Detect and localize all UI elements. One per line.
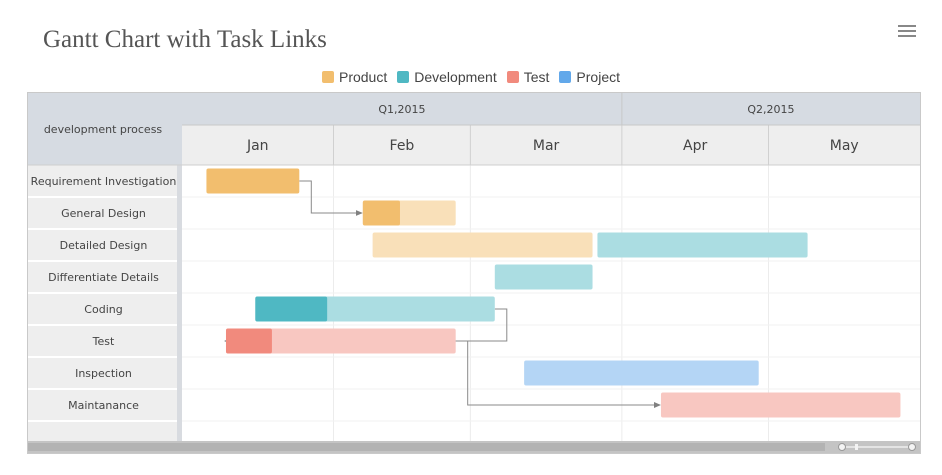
category-label-6: Test — [92, 335, 115, 348]
hamburger-menu-icon[interactable] — [898, 25, 916, 39]
month-label-mar: Mar — [533, 138, 560, 154]
category-label-8: Maintanance — [68, 399, 139, 412]
task-bar-7 — [225, 328, 456, 354]
legend-swatch-project — [559, 71, 572, 83]
quarter-label-1: Q1,2015 — [378, 103, 425, 116]
legend-item-project[interactable]: Project — [559, 69, 620, 85]
legend-item-test[interactable]: Test — [506, 69, 550, 85]
task-bar-4 — [597, 232, 808, 258]
legend-item-development[interactable]: Development — [397, 69, 497, 85]
task-link-1 — [299, 180, 363, 216]
zoom-in-icon — [908, 443, 916, 451]
category-label-3: Detailed Design — [60, 239, 148, 252]
legend-label-development: Development — [414, 69, 497, 85]
month-label-apr: Apr — [683, 138, 707, 154]
legend-label-product: Product — [338, 69, 388, 85]
legend-label-test: Test — [523, 69, 550, 85]
zoom-out-icon — [838, 443, 846, 451]
scrollbar-thumb — [28, 443, 825, 451]
task-bar-8 — [524, 360, 759, 386]
task-bar-1 — [206, 168, 300, 194]
gantt-svg: development process Jan Feb Mar Apr May Q1,201… — [28, 93, 920, 453]
zoom-slider-handle — [855, 444, 858, 450]
legend-swatch-product — [321, 71, 334, 83]
task-bar-3 — [372, 232, 593, 258]
category-label-4: Differentiate Details — [48, 271, 159, 284]
legend-swatch-test — [506, 71, 519, 83]
month-label-feb: Feb — [390, 138, 415, 154]
category-label-1: Requirement Investigation — [31, 175, 177, 188]
task-progress-7 — [225, 328, 272, 354]
category-header-label: development process — [44, 123, 163, 136]
task-bar-9 — [660, 392, 901, 418]
category-label-7: Inspection — [75, 367, 132, 380]
gantt-chart: development process Jan Feb Mar Apr May Q1,201… — [27, 92, 921, 454]
legend: Product Development Test Project — [0, 69, 942, 85]
category-panel — [28, 165, 177, 441]
month-label-jan: Jan — [246, 138, 269, 154]
task-link-3 — [455, 340, 661, 408]
category-header-band — [28, 93, 182, 165]
quarter-label-2: Q2,2015 — [747, 103, 794, 116]
month-label-may: May — [830, 138, 859, 154]
task-progress-2 — [362, 200, 400, 226]
legend-item-product[interactable]: Product — [321, 69, 388, 85]
category-label-2: General Design — [61, 207, 146, 220]
category-label-5: Coding — [84, 303, 122, 316]
task-bar-5 — [494, 264, 593, 290]
task-progress-6 — [255, 296, 328, 322]
panel-divider — [177, 165, 182, 441]
legend-label-project: Project — [576, 69, 620, 85]
month-header-band — [182, 125, 920, 165]
legend-swatch-development — [397, 71, 410, 83]
chart-title: Gantt Chart with Task Links — [43, 26, 327, 53]
